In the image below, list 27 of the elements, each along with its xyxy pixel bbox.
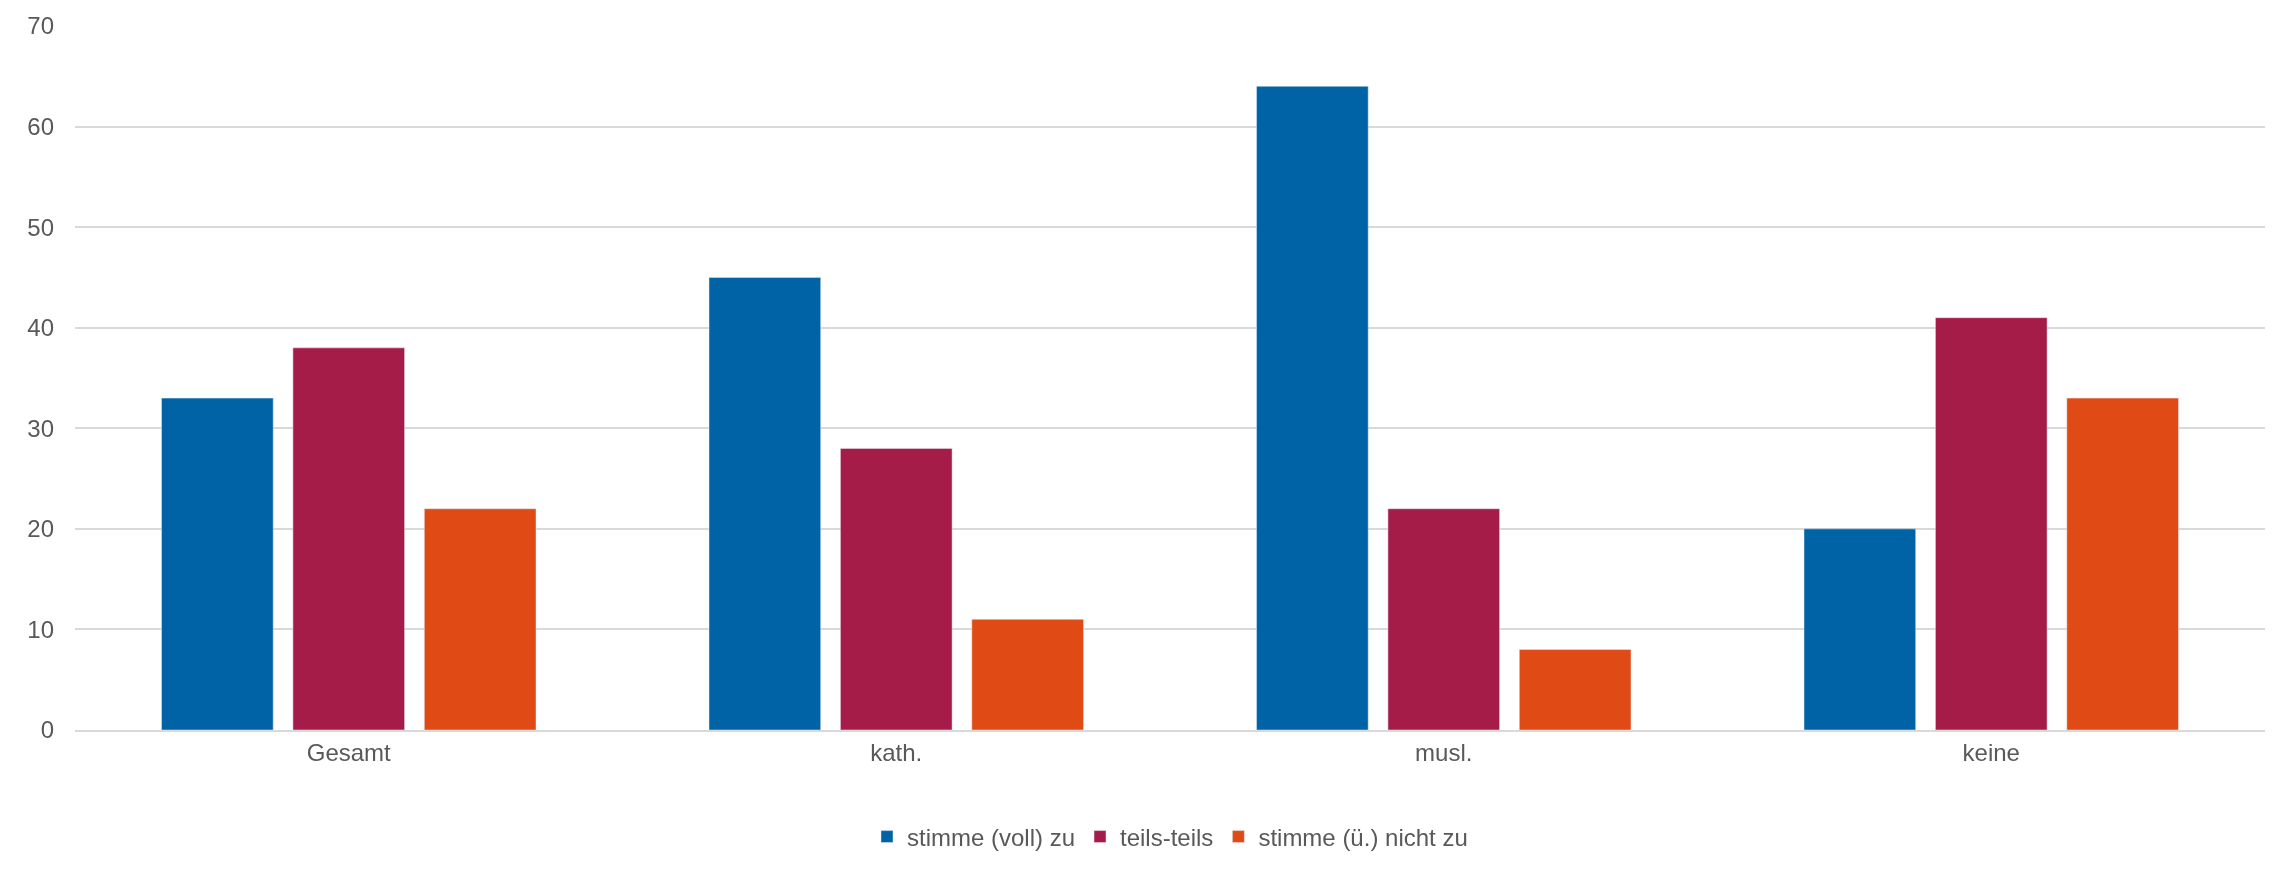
y-tick-label: 0 [40, 716, 54, 744]
bar [971, 619, 1084, 730]
y-tick-label: 60 [27, 112, 54, 140]
bar [1803, 528, 1916, 730]
bar [1519, 649, 1632, 730]
y-tick-label: 40 [27, 314, 54, 342]
bar [161, 397, 274, 730]
bar [1256, 86, 1369, 730]
bar [1387, 508, 1500, 730]
x-tick-label: Gesamt [306, 738, 392, 766]
bar [708, 277, 821, 730]
x-tick-label: musl. [1415, 738, 1473, 766]
bar [424, 508, 537, 730]
x-tick-label: keine [1962, 738, 2020, 766]
legend-label: stimme (voll) zu [907, 823, 1076, 851]
y-tick-label: 70 [27, 12, 54, 40]
legend-label: teils-teils [1120, 823, 1214, 851]
y-tick-label: 50 [27, 213, 54, 241]
y-tick-label: 30 [27, 414, 54, 442]
x-tick-label: kath. [870, 738, 923, 766]
bar [1935, 317, 2048, 730]
y-tick-label: 10 [27, 615, 54, 643]
legend-label: stimme (ü.) nicht zu [1258, 823, 1468, 851]
y-tick-label: 20 [27, 515, 54, 543]
bar [2066, 397, 2179, 730]
bar [840, 448, 953, 730]
bar [292, 347, 405, 730]
